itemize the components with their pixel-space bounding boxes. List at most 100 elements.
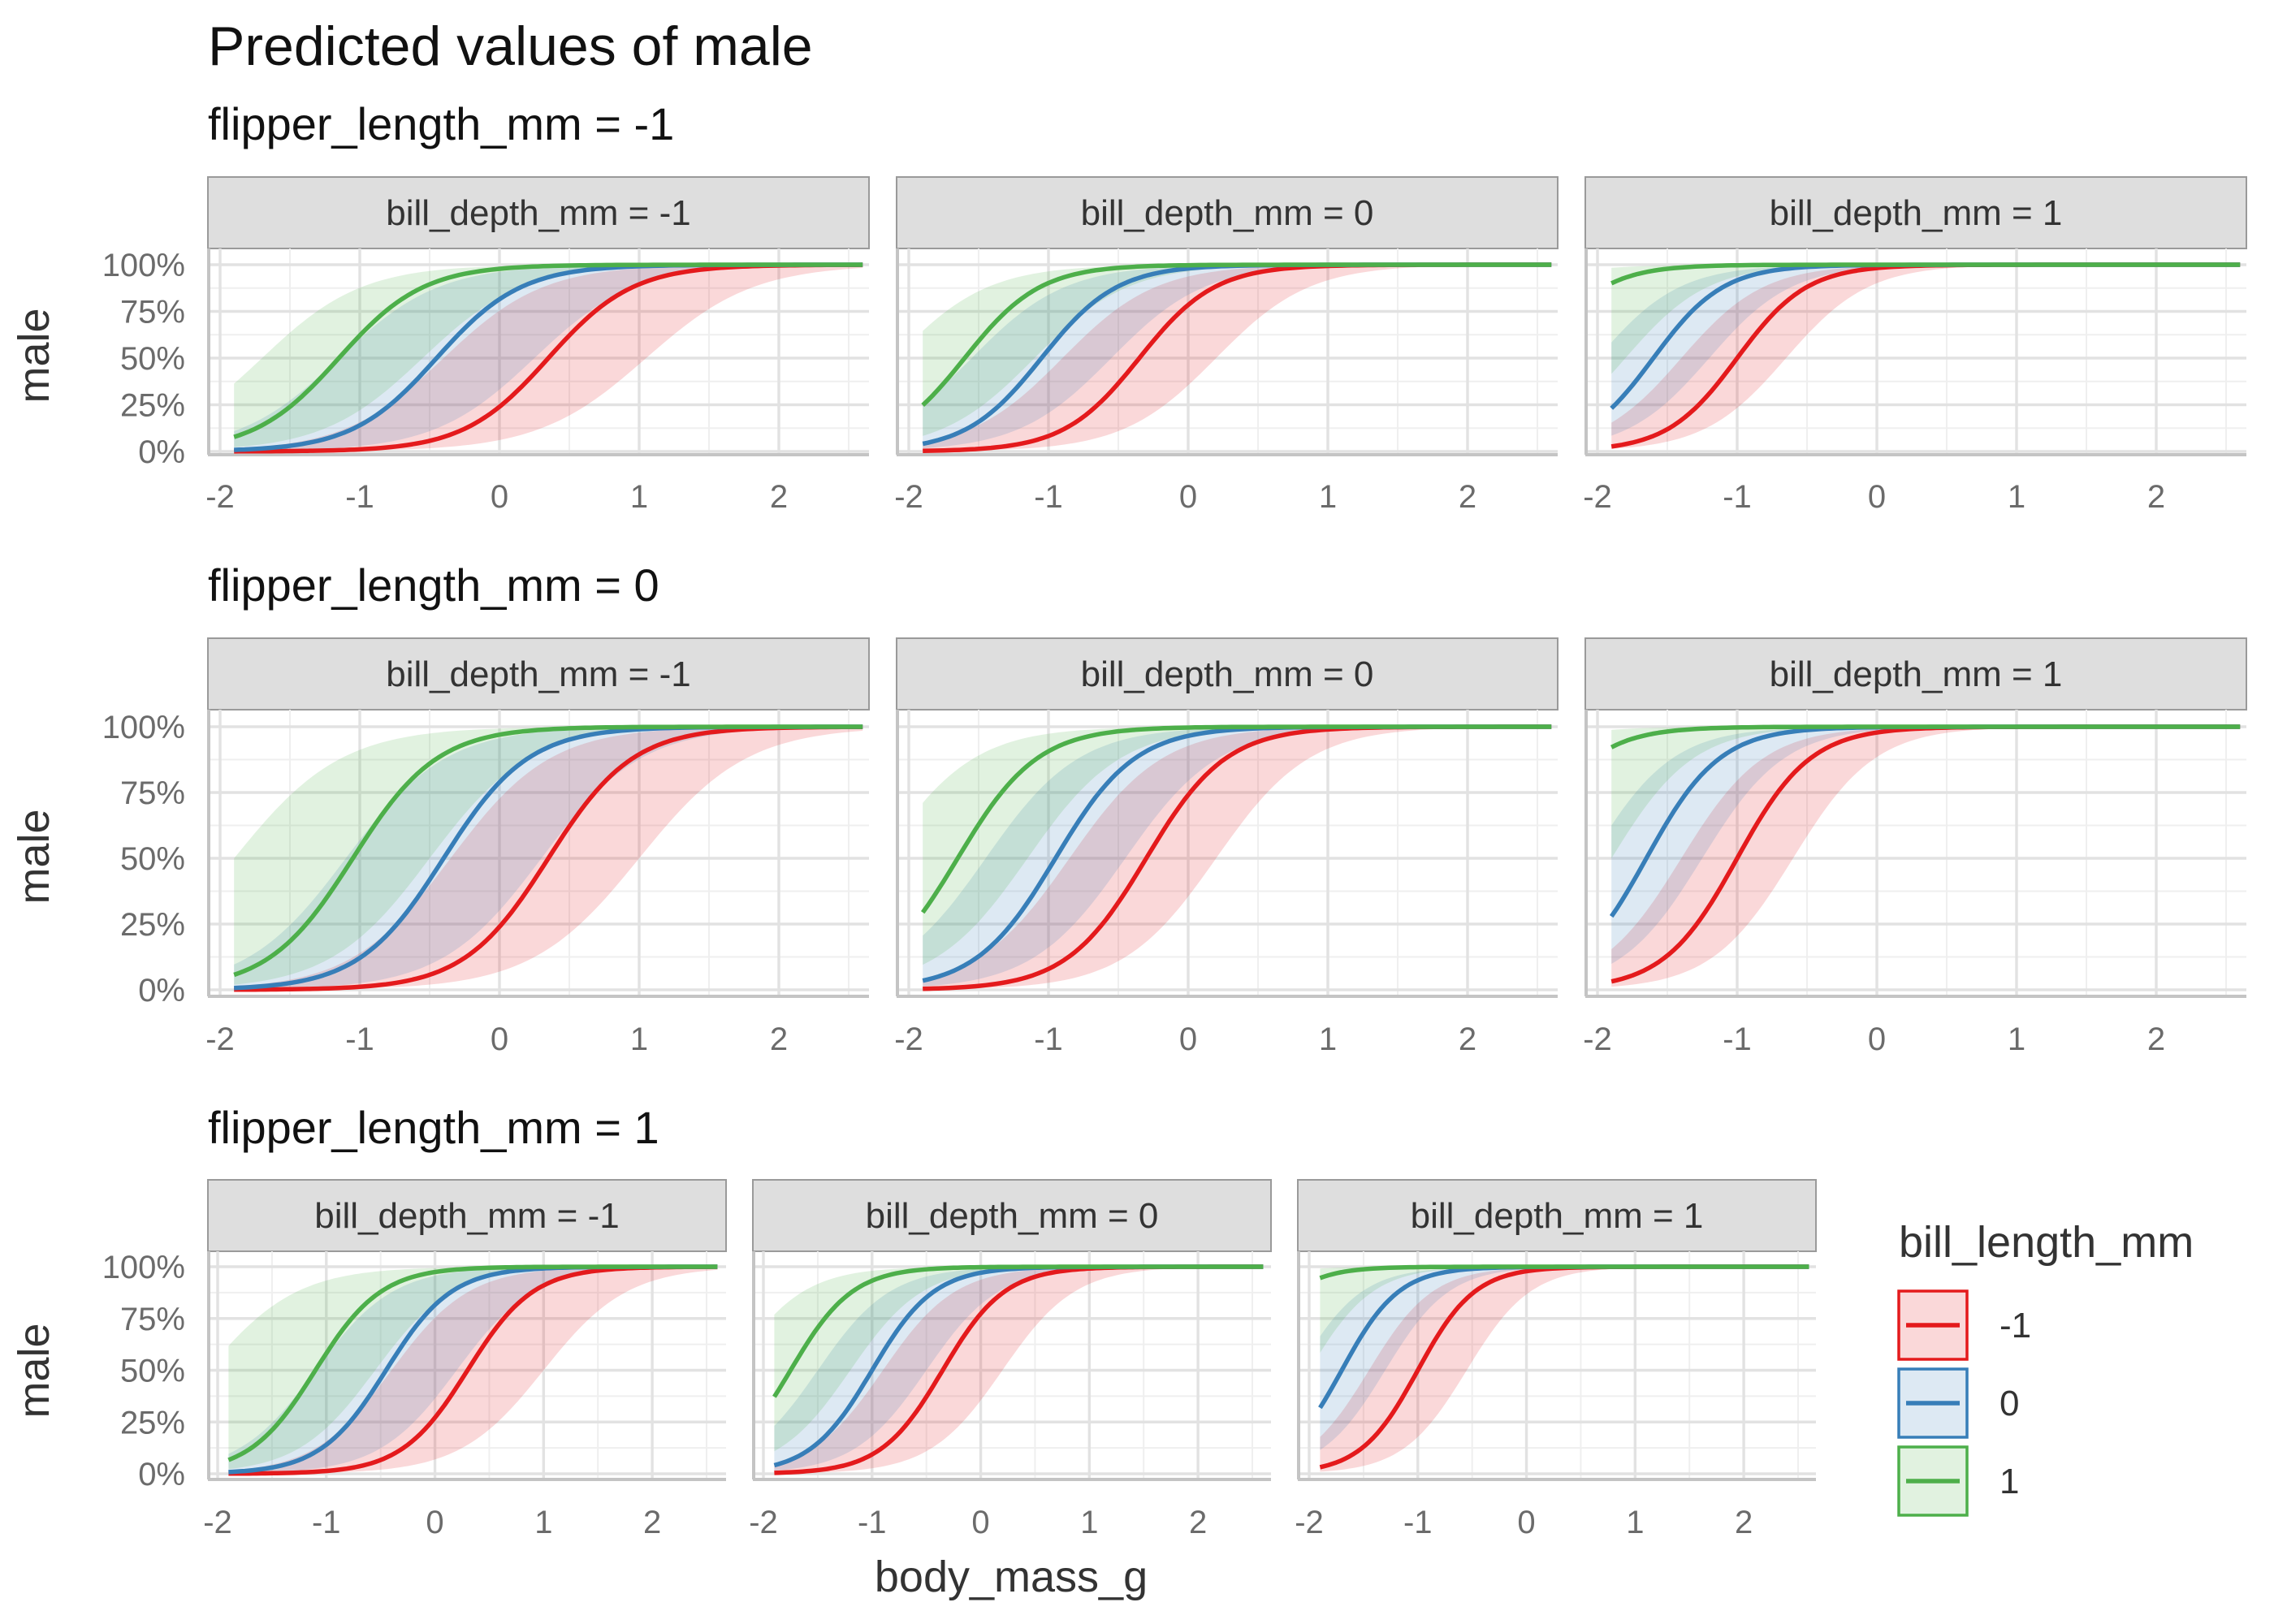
- facet-strip: [1584, 637, 2247, 710]
- ci-ribbon-level-0: [774, 1267, 1264, 1471]
- x-tick-label: 2: [1735, 1505, 1753, 1540]
- y-tick-label: 50%: [120, 841, 185, 877]
- x-tick-label: 2: [2147, 479, 2165, 515]
- series-line-level-1: [233, 262, 863, 439]
- y-tick-label: 0%: [138, 973, 185, 1009]
- ci-ribbon-level-1: [1611, 265, 2241, 449]
- facet-grid: flipper_length_mm = -1male0%25%50%75%100…: [10, 98, 2247, 1540]
- ci-ribbon-level-1: [923, 265, 1552, 451]
- ci-ribbon-level-1: [1611, 727, 2241, 858]
- row-title: flipper_length_mm = -1: [208, 98, 674, 149]
- ci-ribbon-level-1: [923, 265, 1552, 436]
- ci-ribbon-level-1: [234, 265, 863, 447]
- y-tick-label: 0%: [138, 434, 185, 470]
- ci-ribbon-level-0: [923, 727, 1552, 987]
- facet-panel-bill-depth-mm-1: bill_depth_mm = 1 -2 -1 0 1 2: [1583, 176, 2247, 515]
- x-tick-label: -2: [205, 1021, 235, 1057]
- x-tick-label: -2: [749, 1505, 778, 1540]
- x-tick-label: 1: [1626, 1505, 1644, 1540]
- x-tick-label: 0: [1179, 1021, 1197, 1057]
- facet-strip: [207, 176, 870, 249]
- x-tick-label: -1: [1034, 1021, 1063, 1057]
- y-tick-label: 50%: [120, 1354, 185, 1389]
- series-line-level-1: [920, 724, 1552, 914]
- y-tick-label: 25%: [120, 907, 185, 943]
- x-tick-label: -2: [1583, 1021, 1612, 1057]
- facet-strip-label: bill_depth_mm = 0: [1081, 193, 1374, 233]
- series-line-level-1: [233, 724, 863, 978]
- x-tick-label: -1: [345, 479, 374, 515]
- x-tick-label: 0: [971, 1505, 989, 1540]
- legend-item-level-0: 0: [1897, 1367, 2019, 1439]
- y-tick-label: 25%: [120, 1405, 185, 1440]
- ci-ribbon-level-1: [1320, 1267, 1809, 1472]
- facet-panel-bill-depth-mm-1: bill_depth_mm = -1 -2 -1 0 1 2: [203, 1179, 727, 1540]
- y-tick-label: 75%: [120, 1302, 185, 1337]
- facet-strip-label: bill_depth_mm = 0: [866, 1196, 1159, 1236]
- series-line-level-1: [227, 1264, 718, 1462]
- x-tick-label: -1: [858, 1505, 887, 1540]
- series-line-level-1: [1610, 724, 2241, 749]
- series-line-level-1: [1610, 262, 2241, 286]
- ci-ribbon-level-1: [923, 727, 1552, 965]
- facet-strip: [1297, 1179, 1817, 1252]
- x-tick-label: -2: [894, 479, 923, 515]
- facet-panel-bill-depth-mm-1: bill_depth_mm = -1 -2 -1 0 1 2: [205, 176, 870, 515]
- x-tick-label: 0: [1517, 1505, 1535, 1540]
- x-tick-label: 2: [1189, 1505, 1207, 1540]
- y-axis-title: male: [10, 308, 58, 403]
- facet-row-2: flipper_length_mm = 0 male 0% 25% 50% 75% 100%…: [10, 559, 2247, 1057]
- x-tick-label: -2: [203, 1505, 232, 1540]
- facet-strip-label: bill_depth_mm = 1: [1770, 193, 2063, 233]
- ci-ribbon-level-1: [1611, 265, 2241, 374]
- facet-strip: [1584, 176, 2247, 249]
- facet-panel-bill-depth-mm-1: bill_depth_mm = 1 -2 -1 0 1 2: [1295, 1179, 1817, 1540]
- x-tick-label: 1: [534, 1505, 552, 1540]
- x-tick-label: 0: [426, 1505, 443, 1540]
- ci-ribbon-level-1: [774, 1267, 1264, 1452]
- facet-panel-bill-depth-mm-1: bill_depth_mm = 1 -2 -1 0 1 2: [1583, 637, 2247, 1057]
- ci-ribbon-level-1: [1320, 1267, 1809, 1353]
- facet-panel-bill-depth-mm-0: bill_depth_mm = 0 -2 -1 0 1 2: [894, 637, 1559, 1057]
- x-tick-label: 0: [1868, 479, 1886, 515]
- x-tick-label: 1: [1319, 479, 1337, 515]
- legend-item-level-1: 1: [1897, 1445, 2019, 1517]
- x-tick-label: 2: [770, 479, 788, 515]
- row-title: flipper_length_mm = 0: [208, 559, 659, 611]
- ci-ribbon-level-1: [234, 727, 863, 985]
- y-tick-label: 100%: [102, 1250, 185, 1285]
- y-tick-label: 25%: [120, 388, 185, 424]
- x-tick-label: 1: [630, 479, 648, 515]
- x-axis-title: body_mass_g: [875, 1553, 1148, 1601]
- x-tick-label: -1: [1723, 1021, 1752, 1057]
- x-tick-label: 0: [491, 479, 508, 515]
- facet-strip: [207, 637, 870, 710]
- series-line-level-1: [921, 262, 1552, 407]
- facet-strip: [896, 637, 1559, 710]
- x-tick-label: 2: [2147, 1021, 2165, 1057]
- x-tick-label: 1: [2008, 479, 2025, 515]
- x-tick-label: -1: [1403, 1505, 1433, 1540]
- facet-panel-bill-depth-mm-0: bill_depth_mm = 0 -2 -1 0 1 2: [749, 1179, 1272, 1540]
- ci-ribbon-level-0: [234, 727, 863, 990]
- row-title: flipper_length_mm = 1: [208, 1102, 659, 1153]
- x-tick-label: -1: [1723, 479, 1752, 515]
- facet-strip: [896, 176, 1559, 249]
- series-line-level-1: [1319, 1264, 1809, 1281]
- x-tick-label: -1: [312, 1505, 341, 1540]
- facet-row-3: flipper_length_mm = 1 male 0% 25% 50% 75% 100%…: [10, 1102, 1817, 1540]
- ci-ribbon-level-1: [774, 1267, 1264, 1474]
- y-axis-title: male: [10, 1323, 58, 1418]
- facet-strip: [752, 1179, 1272, 1252]
- x-tick-label: 1: [630, 1021, 648, 1057]
- legend-label: -1: [1999, 1306, 2031, 1345]
- y-tick-label: 50%: [120, 341, 185, 377]
- y-tick-label: 75%: [120, 775, 185, 811]
- facet-strip-label: bill_depth_mm = -1: [386, 654, 690, 694]
- x-tick-label: 0: [1868, 1021, 1886, 1057]
- legend-label: 1: [1999, 1462, 2019, 1501]
- ci-ribbon-level-0: [923, 265, 1552, 449]
- x-tick-label: 2: [1459, 1021, 1476, 1057]
- x-tick-label: 1: [1319, 1021, 1337, 1057]
